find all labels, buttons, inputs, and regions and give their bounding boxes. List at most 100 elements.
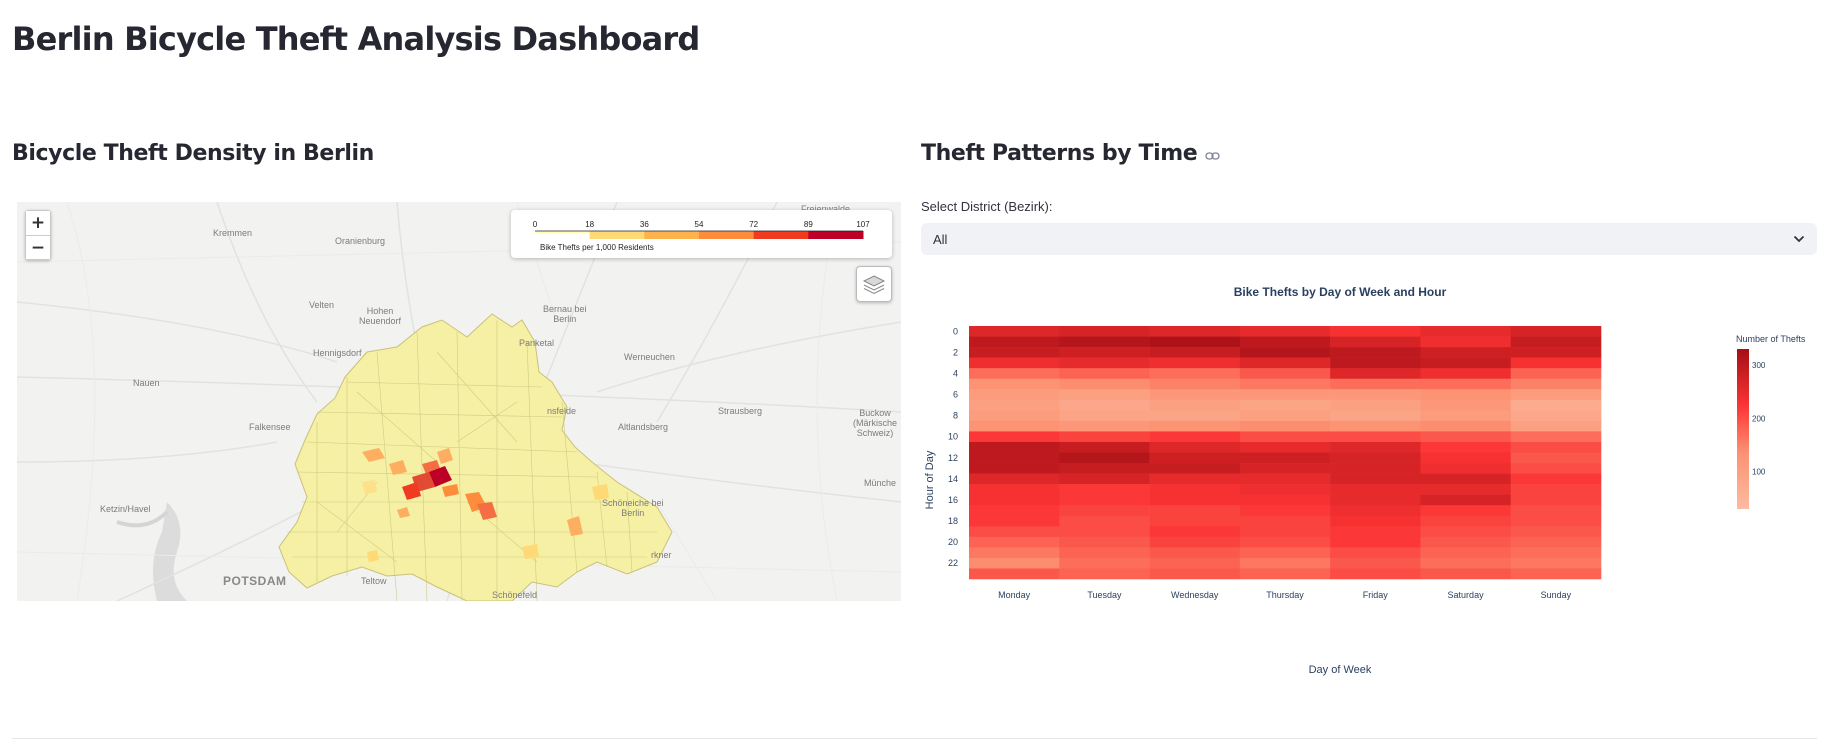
heatmap-cell[interactable] bbox=[1239, 463, 1331, 474]
heatmap-cell[interactable] bbox=[1510, 441, 1602, 453]
heatmap-cell[interactable] bbox=[1510, 347, 1602, 358]
heatmap-cell[interactable] bbox=[969, 326, 1060, 337]
heatmap-cell[interactable] bbox=[969, 515, 1060, 527]
zoom-in-button[interactable]: + bbox=[26, 211, 50, 235]
heatmap-cell[interactable] bbox=[1149, 441, 1241, 453]
heatmap-cell[interactable] bbox=[1330, 515, 1421, 527]
theft-density-map[interactable]: Kremmen Oranienburg Freienwalde Velten H… bbox=[17, 202, 901, 601]
heatmap-cell[interactable] bbox=[969, 463, 1060, 474]
heatmap-cell[interactable] bbox=[1149, 494, 1241, 506]
heatmap-cell[interactable] bbox=[1420, 399, 1512, 411]
heatmap-cell[interactable] bbox=[1239, 484, 1331, 495]
heatmap-cell[interactable] bbox=[1059, 484, 1150, 495]
heatmap-cell[interactable] bbox=[1059, 494, 1150, 506]
heatmap-cell[interactable] bbox=[1059, 410, 1150, 422]
heatmap-cell[interactable] bbox=[1510, 410, 1602, 422]
heatmap-cell[interactable] bbox=[1239, 515, 1331, 527]
heatmap-cell[interactable] bbox=[1059, 399, 1150, 411]
heatmap-cell[interactable] bbox=[1239, 357, 1331, 369]
heatmap-cell[interactable] bbox=[969, 452, 1060, 464]
heatmap-cell[interactable] bbox=[1420, 326, 1512, 337]
heatmap-cell[interactable] bbox=[1149, 484, 1241, 495]
heatmap-cell[interactable] bbox=[1059, 547, 1150, 559]
heatmap-cell[interactable] bbox=[969, 410, 1060, 422]
heatmap-cell[interactable] bbox=[1510, 568, 1602, 580]
heatmap-cell[interactable] bbox=[1330, 326, 1421, 337]
link-icon[interactable] bbox=[1205, 142, 1220, 167]
heatmap-cell[interactable] bbox=[1239, 505, 1331, 517]
heatmap-cell[interactable] bbox=[1420, 473, 1512, 485]
heatmap-cell[interactable] bbox=[969, 557, 1060, 569]
heatmap-cell[interactable] bbox=[1149, 473, 1241, 485]
heatmap-cell[interactable] bbox=[1510, 547, 1602, 559]
heatmap-cell[interactable] bbox=[1420, 431, 1512, 443]
heatmap-cell[interactable] bbox=[1239, 494, 1331, 506]
heatmap-cell[interactable] bbox=[969, 441, 1060, 453]
heatmap-cell[interactable] bbox=[1149, 431, 1241, 443]
heatmap-cell[interactable] bbox=[1330, 441, 1421, 453]
heatmap-cell[interactable] bbox=[1330, 420, 1421, 432]
heatmap-cell[interactable] bbox=[1330, 368, 1421, 380]
heatmap-cell[interactable] bbox=[1330, 410, 1421, 422]
heatmap-cell[interactable] bbox=[1059, 336, 1150, 348]
heatmap-cell[interactable] bbox=[969, 526, 1060, 538]
heatmap-cell[interactable] bbox=[1330, 536, 1421, 548]
heatmap-cell[interactable] bbox=[1330, 347, 1421, 358]
heatmap-cell[interactable] bbox=[1510, 336, 1602, 348]
heatmap-cell[interactable] bbox=[1149, 515, 1241, 527]
heatmap-cell[interactable] bbox=[1330, 452, 1421, 464]
heatmap-cell[interactable] bbox=[969, 568, 1060, 580]
heatmap-cell[interactable] bbox=[1149, 526, 1241, 538]
heatmap-cell[interactable] bbox=[1059, 536, 1150, 548]
heatmap-cell[interactable] bbox=[1239, 378, 1331, 390]
heatmap-cell[interactable] bbox=[1420, 420, 1512, 432]
heatmap-cell[interactable] bbox=[1330, 494, 1421, 506]
heatmap-cell[interactable] bbox=[1149, 357, 1241, 369]
heatmap-cell[interactable] bbox=[969, 336, 1060, 348]
heatmap-cell[interactable] bbox=[1059, 368, 1150, 380]
zoom-out-button[interactable]: − bbox=[26, 235, 50, 259]
heatmap-cell[interactable] bbox=[1149, 463, 1241, 474]
heatmap-cell[interactable] bbox=[1059, 515, 1150, 527]
heatmap-cell[interactable] bbox=[1149, 420, 1241, 432]
heatmap-cell[interactable] bbox=[1510, 484, 1602, 495]
layers-control-button[interactable] bbox=[856, 266, 892, 302]
heatmap-cell[interactable] bbox=[1239, 526, 1331, 538]
heatmap-cell[interactable] bbox=[969, 347, 1060, 358]
heatmap-cell[interactable] bbox=[1149, 399, 1241, 411]
heatmap-cell[interactable] bbox=[1059, 526, 1150, 538]
heatmap-cell[interactable] bbox=[1059, 452, 1150, 464]
heatmap-cell[interactable] bbox=[1510, 473, 1602, 485]
heatmap-cell[interactable] bbox=[969, 536, 1060, 548]
heatmap-cell[interactable] bbox=[1239, 547, 1331, 559]
heatmap-cell[interactable] bbox=[1149, 368, 1241, 380]
heatmap-cell[interactable] bbox=[1420, 505, 1512, 517]
heatmap-cell[interactable] bbox=[1330, 473, 1421, 485]
heatmap-cell[interactable] bbox=[1420, 494, 1512, 506]
heatmap-cell[interactable] bbox=[1149, 410, 1241, 422]
heatmap-cell[interactable] bbox=[1420, 378, 1512, 390]
heatmap-cell[interactable] bbox=[1149, 326, 1241, 337]
heatmap-cell[interactable] bbox=[1239, 326, 1331, 337]
heatmap-cell[interactable] bbox=[1059, 568, 1150, 580]
heatmap-cell[interactable] bbox=[969, 431, 1060, 443]
heatmap-cell[interactable] bbox=[1239, 399, 1331, 411]
heatmap-cell[interactable] bbox=[1059, 431, 1150, 443]
heatmap-cell[interactable] bbox=[969, 357, 1060, 369]
heatmap-cell[interactable] bbox=[1510, 431, 1602, 443]
heatmap-cell[interactable] bbox=[1330, 484, 1421, 495]
heatmap-cell[interactable] bbox=[1420, 368, 1512, 380]
heatmap-cell[interactable] bbox=[1149, 557, 1241, 569]
heatmap-cell[interactable] bbox=[1239, 431, 1331, 443]
heatmap-cell[interactable] bbox=[1239, 557, 1331, 569]
heatmap-cell[interactable] bbox=[1510, 494, 1602, 506]
district-select[interactable]: All bbox=[921, 223, 1817, 255]
heatmap-cell[interactable] bbox=[969, 389, 1060, 401]
heatmap-cell[interactable] bbox=[969, 420, 1060, 432]
heatmap-cell[interactable] bbox=[1510, 399, 1602, 411]
heatmap-cell[interactable] bbox=[1510, 515, 1602, 527]
heatmap-cell[interactable] bbox=[1149, 336, 1241, 348]
heatmap-cell[interactable] bbox=[1330, 547, 1421, 559]
heatmap-cell[interactable] bbox=[1239, 368, 1331, 380]
heatmap-cell[interactable] bbox=[969, 368, 1060, 380]
